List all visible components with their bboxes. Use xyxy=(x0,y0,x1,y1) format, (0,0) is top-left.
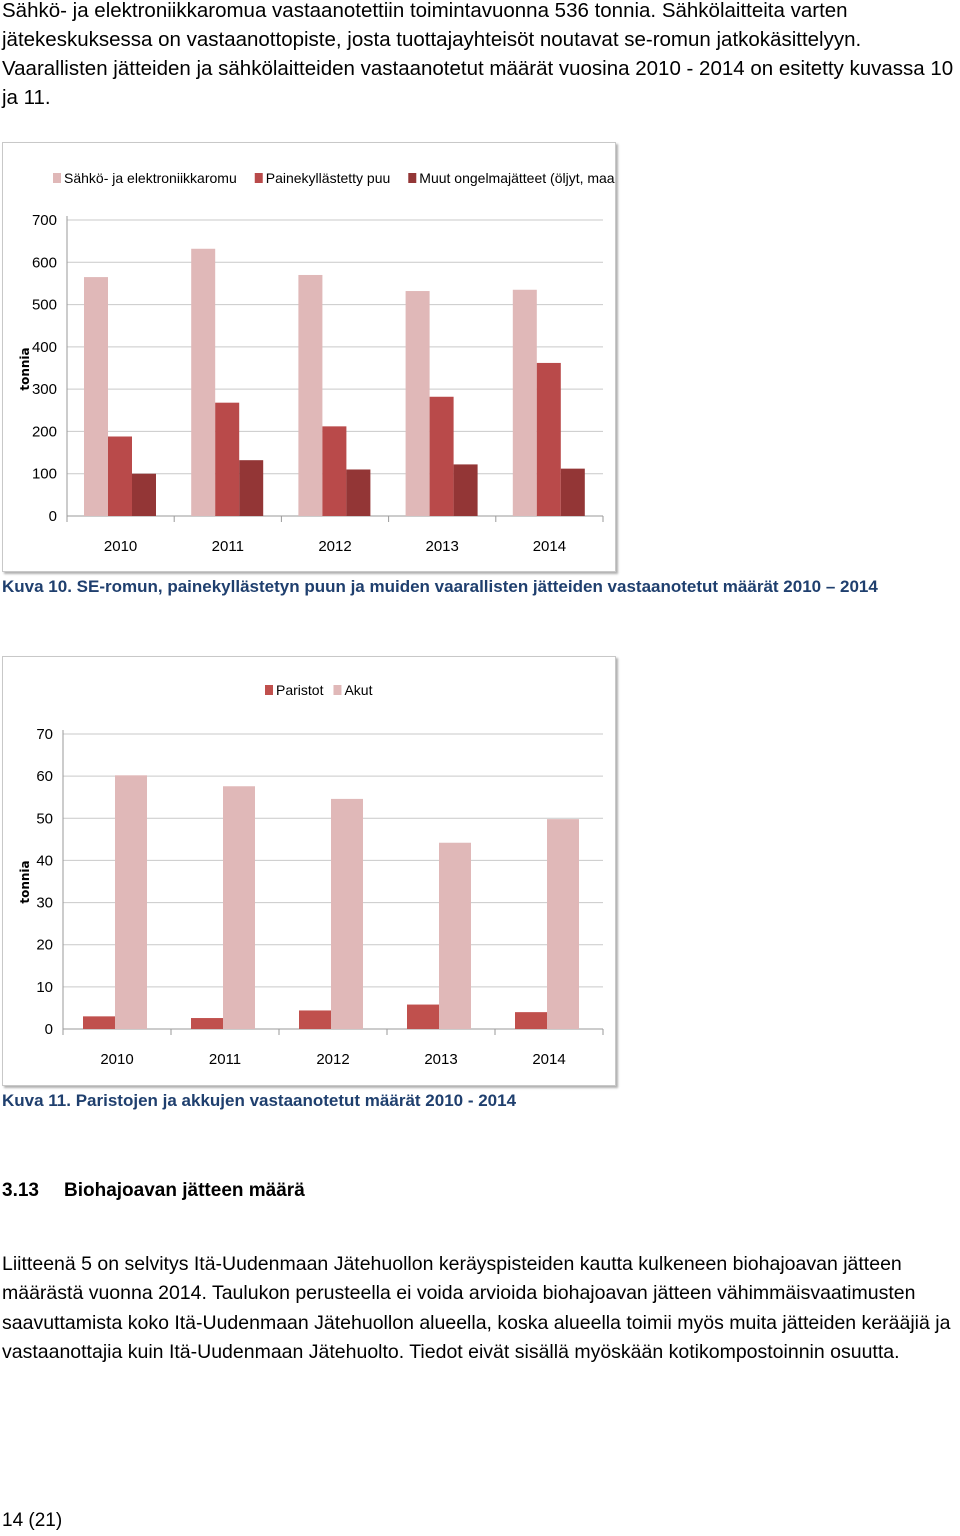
body-paragraph: Liitteenä 5 on selvitys Itä-Uudenmaan Jä… xyxy=(2,1253,951,1363)
bar-paristot-2014 xyxy=(515,1012,547,1029)
y-tick-label: 0 xyxy=(49,508,57,525)
section-number: 3.13 xyxy=(2,1180,39,1201)
chart-batteries: 0 10 20 30 40 50 60 70 2010 2011 2012 2013 2014 tonni… xyxy=(2,656,616,1086)
y-tick-label: 600 xyxy=(32,254,57,271)
bar-muut-ongelmaj-tteet-ljyt-maalit-jne-2012 xyxy=(346,469,371,516)
caption-figure-11: Kuva 11. Paristojen ja akkujen vastaanot… xyxy=(2,1091,517,1110)
y-tick-label: 100 xyxy=(32,466,57,483)
chart-batteries-svg: 0 10 20 30 40 50 60 70 2010 2011 2012 2013 2014 tonni… xyxy=(18,682,604,1068)
bar-akut-2011 xyxy=(223,786,255,1029)
bar-paristot-2010 xyxy=(83,1016,115,1029)
y-tick-label: 500 xyxy=(32,297,57,314)
bar-painekyll-stetty-puu-2013 xyxy=(429,396,454,516)
x-tick-label: 2012 xyxy=(318,538,351,555)
legend-entry-painekyll-stetty-puu: Painekyllästetty puu xyxy=(266,170,391,186)
bar-painekyll-stetty-puu-2011 xyxy=(215,402,240,516)
bar-muut-ongelmaj-tteet-ljyt-maalit-jne-2011 xyxy=(239,460,264,516)
legend-entry-s-hk-ja-elektroniikkaromu: Sähkö- ja elektroniikkaromu xyxy=(64,170,237,186)
y-tick-label: 10 xyxy=(36,979,53,996)
section-title: Biohajoavan jätteen määrä xyxy=(64,1180,305,1201)
bar-s-hk-ja-elektroniikkaromu-2014 xyxy=(512,289,537,516)
x-tick-label: 2014 xyxy=(533,538,566,555)
chart-waste-amounts: 0 100 200 300 400 500 600 700 2010 2011 2012 2013 20… xyxy=(2,142,616,572)
x-tick-label: 2014 xyxy=(532,1051,565,1068)
bar-painekyll-stetty-puu-2010 xyxy=(108,436,132,516)
section-heading: 3.13 Biohajoavan jätteen määrä xyxy=(2,1180,305,1202)
legend-entry-muut-ongelmaj-tteet-ljyt-maalit-jne: Muut ongelmajätteet (öljyt, maalit jne.) xyxy=(419,170,615,186)
y-tick-label: 70 xyxy=(36,726,53,743)
x-tick-label: 2011 xyxy=(209,1051,241,1068)
x-tick-label: 2012 xyxy=(316,1051,349,1068)
bar-akut-2012 xyxy=(331,798,363,1029)
y-tick-label: 400 xyxy=(32,339,57,356)
bar-akut-2013 xyxy=(439,842,471,1029)
caption-figure-10: Kuva 10. SE-romun, painekyllästetyn puun… xyxy=(2,577,878,596)
y-tick-label: 700 xyxy=(32,212,57,229)
legend-entry-paristot: Paristot xyxy=(276,682,324,698)
bar-muut-ongelmaj-tteet-ljyt-maalit-jne-2010 xyxy=(132,473,156,516)
bar-paristot-2013 xyxy=(407,1004,439,1029)
bar-paristot-2012 xyxy=(299,1010,331,1029)
intro-paragraph: Sähkö- ja elektroniikkaromua vastaanotet… xyxy=(2,0,954,109)
y-tick-label: 30 xyxy=(36,895,53,912)
x-tick-label: 2010 xyxy=(104,538,137,555)
bar-s-hk-ja-elektroniikkaromu-2013 xyxy=(405,291,430,516)
y-axis-label: tonnia xyxy=(18,347,32,390)
y-tick-label: 50 xyxy=(36,810,53,827)
y-tick-label: 200 xyxy=(32,423,57,440)
legend-swatch xyxy=(53,173,61,183)
x-tick-label: 2013 xyxy=(424,1051,457,1068)
x-tick-label: 2013 xyxy=(426,538,459,555)
bar-painekyll-stetty-puu-2012 xyxy=(322,426,347,516)
y-tick-label: 300 xyxy=(32,381,57,398)
y-axis-label: tonnia xyxy=(18,860,32,903)
bar-painekyll-stetty-puu-2014 xyxy=(536,362,561,516)
page-number: 14 (21) xyxy=(2,1510,63,1531)
y-tick-label: 0 xyxy=(45,1021,53,1038)
bar-akut-2014 xyxy=(547,819,579,1029)
legend-swatch xyxy=(265,685,273,695)
legend-entry-akut: Akut xyxy=(344,682,372,698)
bar-muut-ongelmaj-tteet-ljyt-maalit-jne-2013 xyxy=(453,464,478,516)
x-tick-label: 2011 xyxy=(212,538,244,555)
legend-swatch xyxy=(254,173,263,183)
y-tick-label: 60 xyxy=(36,768,53,785)
bar-muut-ongelmaj-tteet-ljyt-maalit-jne-2014 xyxy=(560,468,585,516)
x-tick-label: 2010 xyxy=(100,1051,133,1068)
y-tick-label: 40 xyxy=(36,852,53,869)
y-tick-label: 20 xyxy=(36,937,53,954)
chart-waste-amounts-svg: 0 100 200 300 400 500 600 700 2010 2011 2012 2013 20… xyxy=(18,170,615,555)
legend-swatch xyxy=(408,173,417,183)
bar-s-hk-ja-elektroniikkaromu-2010 xyxy=(84,277,108,516)
legend-swatch xyxy=(333,685,342,695)
bar-paristot-2011 xyxy=(191,1018,223,1029)
bar-s-hk-ja-elektroniikkaromu-2012 xyxy=(298,274,323,516)
bar-akut-2010 xyxy=(115,775,147,1029)
bar-s-hk-ja-elektroniikkaromu-2011 xyxy=(191,248,216,517)
